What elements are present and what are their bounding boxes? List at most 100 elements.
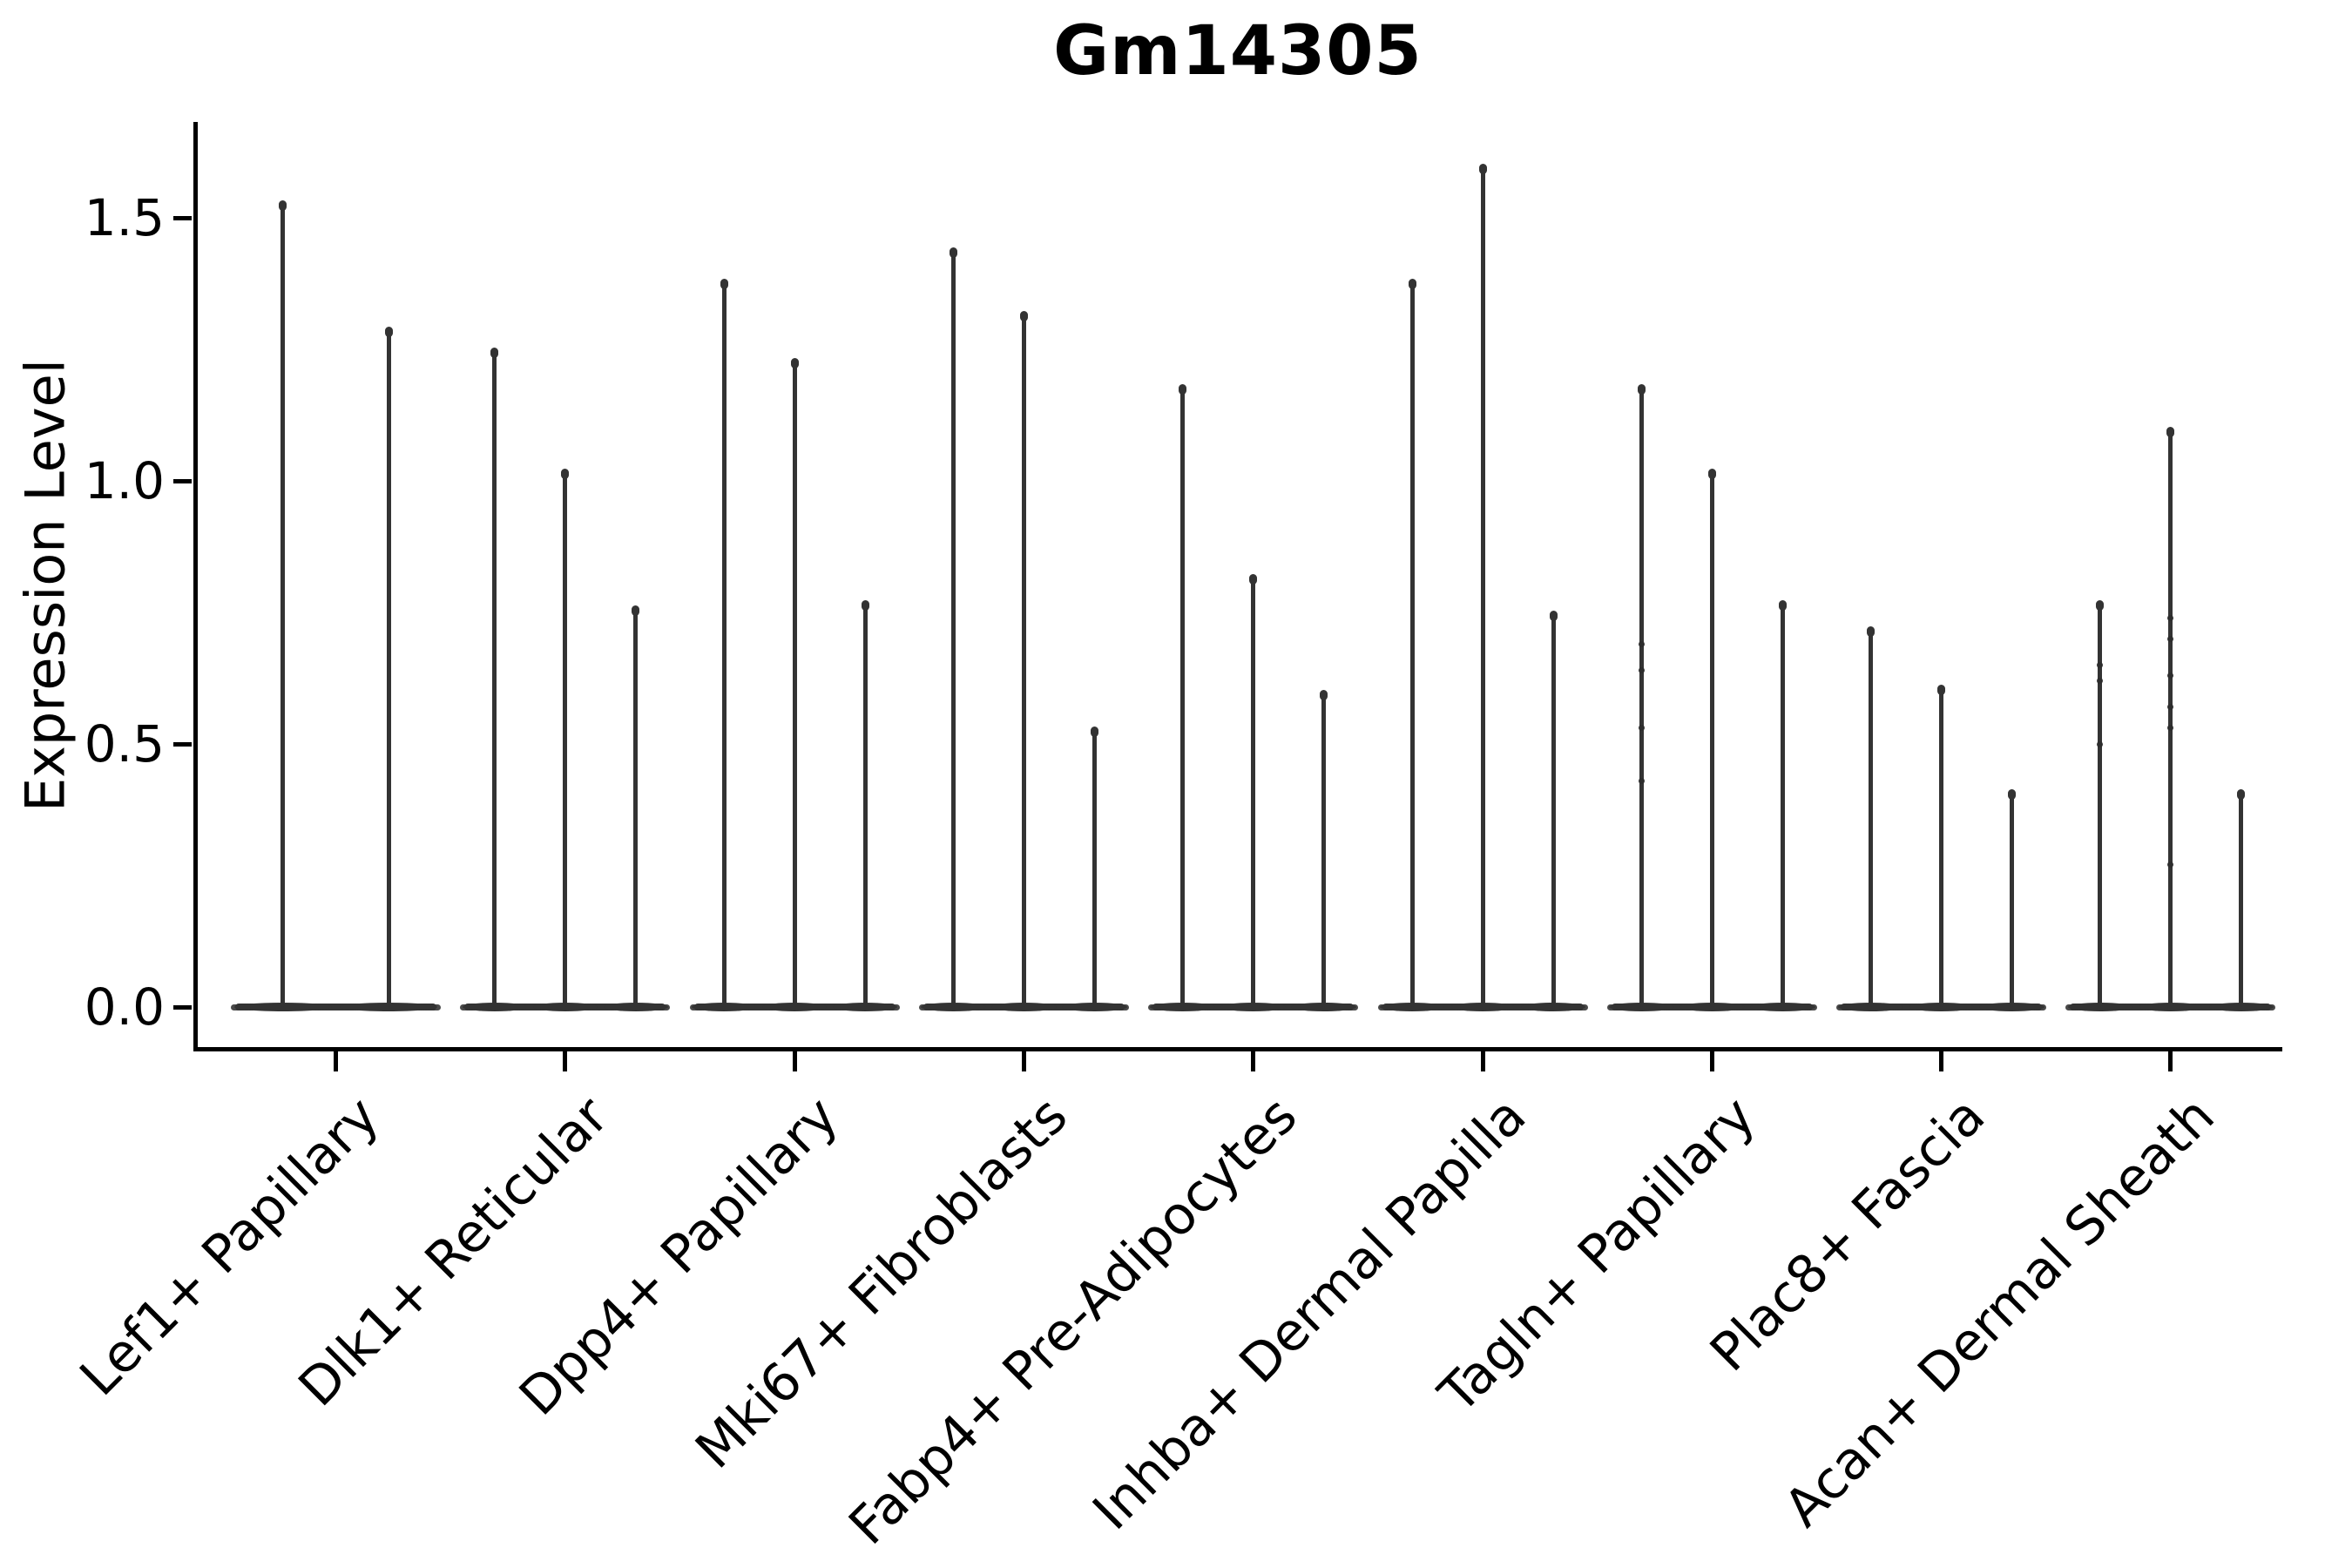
lens-violin-6-1	[1379, 1003, 1445, 1011]
violin-base-core-group-1	[235, 1004, 436, 1010]
lens-violin-3-3	[832, 1003, 898, 1011]
lens-violin-9-2	[2138, 1003, 2204, 1011]
cap-violin-7-2	[1707, 468, 1716, 479]
lens-violin-3-1	[691, 1003, 757, 1011]
lens-violin-2-1	[462, 1003, 528, 1011]
lens-violin-8-2	[1909, 1003, 1974, 1011]
cap-violin-2-2	[561, 468, 570, 479]
x-tick-label-5: Fabp4+ Pre-Adipocytes	[837, 1085, 1309, 1557]
lens-violin-5-1	[1150, 1003, 1215, 1011]
stem-violin-4-1	[950, 249, 956, 1007]
jitter-dot-violin-9-1-1	[2097, 661, 2104, 668]
cap-violin-6-2	[1478, 163, 1487, 174]
jitter-dot-violin-9-1-2	[2097, 678, 2104, 685]
cap-violin-5-3	[1320, 689, 1328, 700]
plot-area	[193, 122, 2282, 1051]
x-tick-label-4: Mki67+ Fibroblasts	[684, 1085, 1079, 1481]
jitter-dot-violin-9-1-3	[2097, 740, 2104, 747]
cap-violin-2-3	[632, 605, 640, 616]
stem-violin-6-1	[1409, 280, 1415, 1007]
x-tick-mark-1	[334, 1051, 338, 1071]
jitter-dot-violin-9-2-4	[2167, 704, 2174, 711]
stem-violin-7-3	[1780, 601, 1785, 1007]
cap-violin-9-2	[2166, 426, 2175, 437]
lens-violin-3-2	[761, 1003, 828, 1011]
jitter-dot-violin-7-1-2	[1638, 666, 1645, 673]
stem-violin-9-2	[2168, 428, 2173, 1007]
cap-violin-5-1	[1179, 384, 1187, 395]
stem-violin-6-2	[1480, 165, 1485, 1007]
jitter-dot-violin-7-1-3	[1638, 725, 1645, 732]
cap-violin-8-1	[1867, 626, 1876, 638]
stem-violin-5-1	[1180, 386, 1186, 1007]
lens-violin-5-3	[1291, 1003, 1356, 1011]
cap-violin-9-3	[2237, 789, 2246, 801]
stem-violin-3-2	[792, 360, 797, 1007]
y-tick-label-1.5: 1.5	[84, 188, 165, 247]
stem-violin-2-1	[492, 349, 497, 1007]
cap-violin-4-3	[1090, 726, 1098, 737]
stem-violin-7-2	[1709, 470, 1714, 1007]
lens-violin-7-1	[1609, 1003, 1674, 1011]
lens-violin-4-3	[1062, 1003, 1127, 1011]
x-tick-mark-9	[2168, 1051, 2173, 1071]
stem-violin-1-2	[386, 328, 391, 1007]
lens-violin-5-2	[1220, 1003, 1286, 1011]
stem-violin-8-3	[2010, 791, 2015, 1007]
x-tick-label-6: Inhba+ Dermal Papilla	[1081, 1085, 1538, 1542]
jitter-dot-violin-7-1-4	[1638, 777, 1645, 784]
cap-violin-6-3	[1549, 611, 1558, 621]
cap-violin-6-1	[1408, 279, 1416, 290]
y-tick-mark-1.0	[173, 478, 192, 483]
jitter-dot-violin-9-2-2	[2167, 635, 2174, 642]
stem-violin-9-3	[2239, 791, 2244, 1007]
cap-violin-8-3	[2008, 789, 2017, 801]
cap-violin-9-1	[2096, 599, 2105, 611]
cap-violin-4-2	[1019, 310, 1028, 321]
cap-violin-7-1	[1637, 384, 1646, 395]
cap-violin-4-1	[949, 247, 957, 259]
cap-violin-3-1	[720, 279, 728, 290]
lens-violin-6-2	[1450, 1003, 1516, 1011]
cap-violin-1-2	[384, 326, 393, 337]
jitter-dot-violin-9-2-6	[2167, 862, 2174, 868]
lens-violin-2-2	[532, 1003, 598, 1011]
cap-violin-5-2	[1249, 573, 1258, 585]
stem-violin-2-2	[563, 470, 568, 1007]
y-tick-mark-0.0	[173, 1004, 192, 1010]
lens-violin-9-1	[2067, 1003, 2133, 1011]
x-tick-mark-3	[792, 1051, 797, 1071]
x-tick-mark-6	[1480, 1051, 1485, 1071]
y-tick-label-0.5: 0.5	[84, 714, 165, 774]
x-tick-mark-8	[1939, 1051, 1944, 1071]
stem-violin-6-3	[1551, 612, 1556, 1007]
x-tick-mark-7	[1709, 1051, 1714, 1071]
stem-violin-3-3	[862, 601, 868, 1007]
lens-violin-4-1	[921, 1003, 986, 1011]
lens-violin-1-2	[340, 1003, 438, 1011]
stem-violin-7-1	[1639, 386, 1644, 1007]
stem-violin-4-2	[1021, 312, 1026, 1007]
lens-violin-7-3	[1750, 1003, 1815, 1011]
jitter-dot-violin-9-2-3	[2167, 672, 2174, 679]
x-tick-mark-5	[1251, 1051, 1256, 1071]
y-tick-label-1.0: 1.0	[84, 451, 165, 510]
stem-violin-9-1	[2098, 601, 2103, 1007]
cap-violin-8-2	[1937, 684, 1946, 695]
cap-violin-3-3	[861, 599, 869, 611]
stem-violin-4-3	[1092, 727, 1097, 1007]
plot-title: Gm14305	[1053, 12, 1423, 91]
lens-violin-2-3	[603, 1003, 669, 1011]
stem-violin-5-2	[1251, 575, 1256, 1007]
lens-violin-7-2	[1680, 1003, 1745, 1011]
stem-violin-5-3	[1321, 691, 1327, 1007]
cap-violin-3-2	[790, 358, 799, 369]
cap-violin-2-1	[490, 348, 499, 358]
stem-violin-2-3	[633, 606, 639, 1007]
lens-violin-8-1	[1838, 1003, 1903, 1011]
y-tick-label-0.0: 0.0	[84, 977, 165, 1037]
lens-violin-4-2	[991, 1003, 1057, 1011]
y-tick-mark-1.5	[173, 215, 192, 220]
jitter-dot-violin-9-2-1	[2167, 614, 2174, 621]
